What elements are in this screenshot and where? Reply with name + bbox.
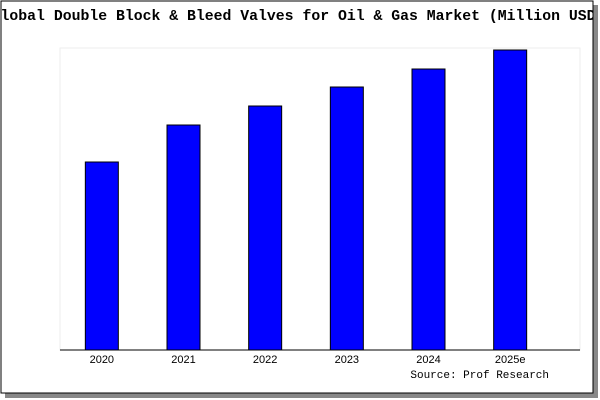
x-tick-label: 2025e — [495, 354, 526, 366]
bar — [84, 161, 119, 351]
bar — [248, 105, 283, 351]
x-tick-label: 2024 — [416, 354, 440, 366]
bar — [411, 68, 446, 351]
x-tick-label: 2020 — [90, 354, 114, 366]
bar — [166, 124, 201, 351]
x-tick-label: 2023 — [335, 354, 359, 366]
marks — [84, 49, 528, 351]
title-group: Global Double Block & Bleed Valves for O… — [0, 9, 600, 25]
source-note: Source: Prof Research — [410, 370, 549, 382]
x-tick-label: 2022 — [253, 354, 277, 366]
bar — [493, 49, 528, 351]
bar — [329, 86, 364, 351]
chart-title: Global Double Block & Bleed Valves for O… — [0, 9, 600, 25]
x-tick-label: 2021 — [171, 354, 195, 366]
